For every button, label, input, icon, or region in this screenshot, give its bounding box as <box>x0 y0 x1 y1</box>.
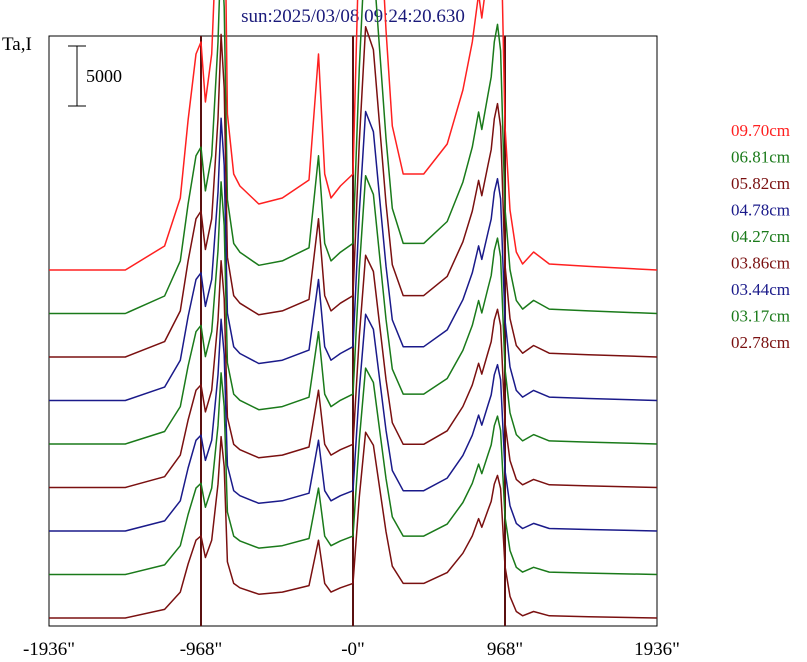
y-axis-label: Ta,I <box>2 34 32 55</box>
x-axis-ticks: -1936" -968" -0" 968" 1936" <box>23 639 680 660</box>
scale-bar-label: 5000 <box>86 66 122 86</box>
scale-bar: 5000 <box>68 45 122 107</box>
legend-item-02.78cm: 02.78cm <box>731 333 790 352</box>
x-tick-label: -0" <box>341 639 365 660</box>
series-line-04.27cm <box>49 174 658 445</box>
x-tick-label: -1936" <box>23 639 75 660</box>
series-line-04.78cm <box>49 110 658 402</box>
x-tick-label: -968" <box>180 639 223 660</box>
legend-item-04.27cm: 04.27cm <box>731 227 790 246</box>
series-line-02.78cm <box>49 431 658 619</box>
series-line-06.81cm <box>49 0 658 315</box>
series-line-03.17cm <box>49 367 658 576</box>
legend-item-04.78cm: 04.78cm <box>731 201 790 220</box>
chart-title: sun:2025/03/08 09:24:20.630 <box>241 6 465 27</box>
x-tick-label: 968" <box>487 639 523 660</box>
spectral-curves <box>49 0 658 619</box>
series-line-05.82cm <box>49 26 658 358</box>
legend-item-03.44cm: 03.44cm <box>731 280 790 299</box>
series-line-03.44cm <box>49 313 658 532</box>
x-tick-label: 1936" <box>634 639 680 660</box>
series-line-09.70cm <box>49 0 658 271</box>
series-line-03.86cm <box>49 254 658 489</box>
legend-item-03.86cm: 03.86cm <box>731 254 790 273</box>
legend-item-09.70cm: 09.70cm <box>731 121 790 140</box>
legend-item-03.17cm: 03.17cm <box>731 307 790 326</box>
legend-item-06.81cm: 06.81cm <box>731 148 790 167</box>
legend: 09.70cm 06.81cm 05.82cm 04.78cm 04.27cm 03.86… <box>731 121 790 352</box>
legend-item-05.82cm: 05.82cm <box>731 174 790 193</box>
